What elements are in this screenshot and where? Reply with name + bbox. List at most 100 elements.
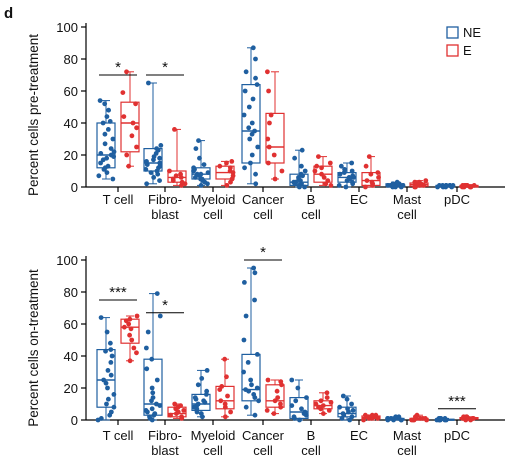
data-point — [324, 395, 330, 400]
x-tick-label-mast: Mast — [393, 192, 422, 207]
data-point — [201, 398, 207, 404]
data-point — [123, 318, 129, 324]
data-point — [297, 417, 302, 423]
data-point — [316, 404, 321, 410]
data-point — [248, 160, 253, 166]
significance-label: *** — [448, 393, 466, 410]
box-ne-ec — [336, 160, 357, 190]
data-point — [340, 411, 346, 416]
data-point — [250, 96, 256, 102]
data-point — [143, 345, 149, 351]
box-e-t-cell — [120, 69, 140, 169]
data-point — [471, 416, 476, 421]
data-point — [201, 162, 207, 168]
data-point — [111, 149, 117, 155]
data-point — [245, 360, 251, 365]
data-point — [267, 120, 272, 126]
data-point — [320, 403, 326, 408]
data-point — [350, 173, 356, 179]
data-point — [143, 167, 149, 172]
data-point — [337, 171, 343, 177]
data-point — [464, 183, 470, 188]
y-tick-label: 40 — [64, 116, 78, 131]
data-point — [126, 163, 132, 169]
data-point — [321, 175, 327, 180]
data-point — [295, 385, 301, 391]
x-tick-label-blast: blast — [151, 443, 179, 458]
data-point — [272, 398, 278, 404]
data-point — [179, 414, 184, 420]
data-point — [198, 411, 204, 416]
data-point — [450, 183, 456, 188]
data-point — [362, 412, 368, 418]
data-point — [385, 183, 391, 188]
data-point — [266, 144, 272, 150]
data-point — [170, 176, 176, 182]
data-point — [328, 183, 334, 188]
data-point — [243, 404, 249, 410]
data-point — [364, 178, 370, 184]
data-point — [316, 154, 321, 160]
data-point — [373, 412, 379, 418]
box-ne-cancer-cell — [241, 45, 261, 187]
data-point — [324, 390, 330, 396]
data-point — [127, 332, 133, 338]
data-point — [106, 107, 112, 113]
data-point — [181, 408, 187, 413]
data-point — [97, 98, 103, 103]
data-point — [104, 170, 110, 176]
data-point — [121, 114, 127, 119]
x-tick-label-cell: cell — [203, 443, 223, 458]
box-e-mast-cell — [409, 412, 430, 423]
x-tick-label-cancer: Cancer — [242, 192, 285, 207]
x-tick-label-pdc: pDC — [444, 192, 470, 207]
data-point — [124, 152, 130, 158]
box-e-pdc — [459, 183, 479, 190]
x-tick-label-cell: cell — [397, 207, 417, 222]
data-point — [363, 163, 369, 169]
data-point — [96, 173, 102, 179]
data-point — [198, 171, 204, 177]
data-point — [241, 280, 247, 285]
data-point — [278, 379, 284, 384]
x-tick-label-myeloid: Myeloid — [191, 192, 236, 207]
data-point — [293, 398, 299, 404]
data-point — [121, 324, 127, 330]
data-point — [390, 181, 396, 187]
x-tick-label-b: B — [307, 192, 316, 207]
data-point — [254, 82, 260, 87]
y-tick-label: 20 — [64, 381, 78, 396]
box-ne-mast-cell — [385, 179, 406, 190]
data-point — [103, 348, 108, 354]
data-point — [131, 345, 137, 351]
data-point — [326, 408, 332, 413]
data-point — [249, 382, 254, 388]
data-point — [102, 131, 108, 137]
data-point — [293, 179, 299, 185]
data-point — [409, 417, 415, 423]
data-point — [243, 387, 248, 392]
data-point — [349, 160, 355, 166]
data-point — [268, 112, 274, 118]
box-e-pdc — [459, 414, 479, 423]
data-point — [108, 409, 114, 415]
data-point — [108, 152, 114, 158]
x-tick-label-cell: cell — [397, 443, 417, 458]
data-point — [105, 126, 111, 132]
data-point — [243, 313, 249, 319]
data-point — [340, 393, 346, 399]
data-point — [199, 376, 205, 381]
data-point — [414, 412, 420, 418]
box-e-cancer-cell — [264, 377, 285, 416]
data-point — [218, 398, 224, 404]
data-point — [412, 179, 418, 185]
data-point — [254, 385, 260, 391]
data-point — [154, 377, 160, 383]
data-point — [157, 160, 163, 166]
x-tick-label-cancer: Cancer — [242, 428, 285, 443]
data-point — [318, 398, 324, 404]
data-point — [104, 401, 109, 407]
data-point — [250, 45, 256, 51]
